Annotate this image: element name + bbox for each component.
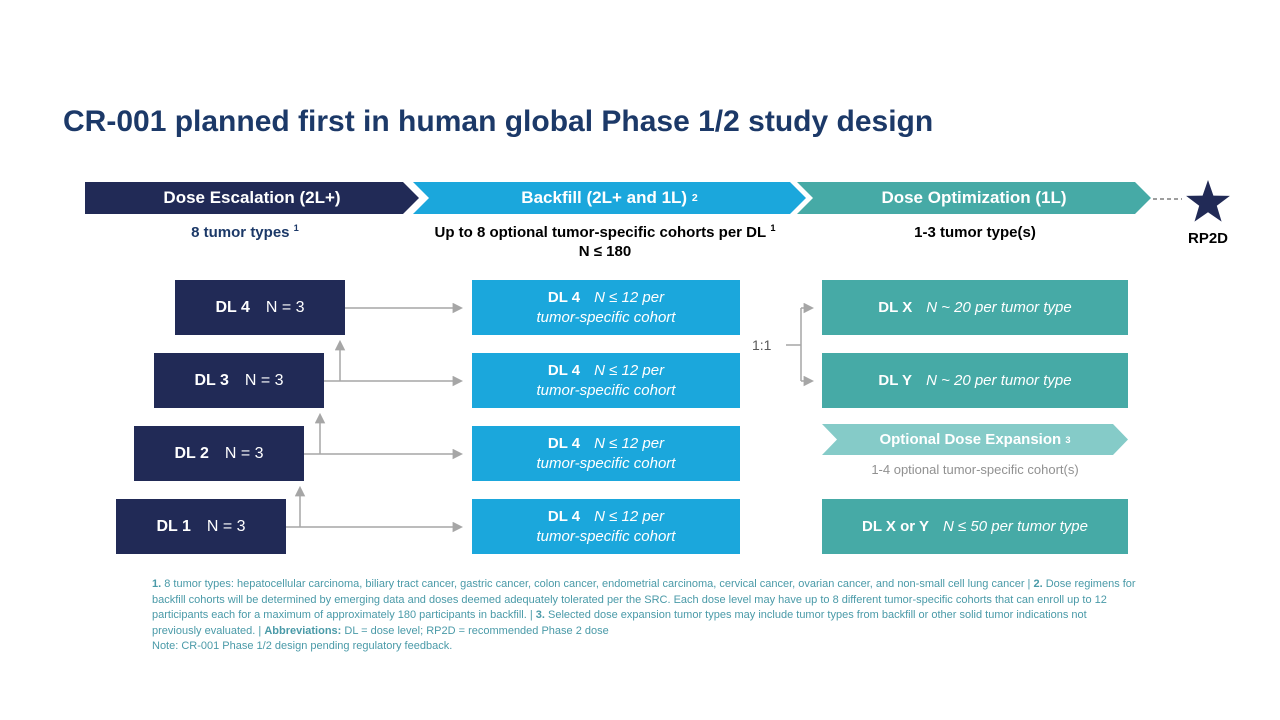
optimization-subtitle: 1-3 tumor type(s) bbox=[914, 224, 1036, 241]
escalation-subtitle: 8 tumor types 1 bbox=[85, 223, 405, 241]
phase-banner-dose-escalation: Dose Escalation (2L+) bbox=[85, 182, 419, 214]
optimization-box-dlx: DL X N ~ 20 per tumor type bbox=[822, 280, 1128, 335]
optimization-box-dlx-or-y: DL X or Y N ≤ 50 per tumor type bbox=[822, 499, 1128, 554]
backfill-box-3: DL 4 N ≤ 12 per tumor-specific cohort bbox=[472, 426, 740, 481]
expansion-banner-label: Optional Dose Expansion bbox=[879, 431, 1062, 448]
abbreviations-label: Abbreviations: bbox=[264, 624, 342, 637]
escalation-box-dl1: DL 1 N = 3 bbox=[116, 499, 286, 554]
backfill-subtitle-n: N ≤ 180 bbox=[578, 243, 632, 260]
backfill-box-2: DL 4 N ≤ 12 per tumor-specific cohort bbox=[472, 353, 740, 408]
cohort-label: tumor-specific cohort bbox=[536, 454, 676, 472]
optimization-box-dly: DL Y N ~ 20 per tumor type bbox=[822, 353, 1128, 408]
footnote-marker: 1 bbox=[770, 223, 776, 233]
dose-level-label: DL X or Y bbox=[862, 518, 929, 535]
footnote-marker: 1 bbox=[293, 223, 299, 233]
page-title: CR-001 planned first in human global Pha… bbox=[63, 105, 934, 138]
dose-level-label: DL 4 bbox=[547, 362, 581, 379]
cohort-label: tumor-specific cohort bbox=[536, 308, 676, 326]
n-label: N = 3 bbox=[265, 298, 305, 316]
dose-level-label: DL Y bbox=[878, 372, 913, 389]
dose-level-label: DL 1 bbox=[156, 517, 191, 535]
n-label: N ~ 20 per tumor type bbox=[926, 299, 1072, 316]
phase-banner-backfill: Backfill (2L+ and 1L) 2 bbox=[413, 182, 806, 214]
dose-level-label: DL 4 bbox=[547, 508, 581, 525]
abbreviations-text: DL = dose level; RP2D = recommended Phas… bbox=[341, 624, 609, 637]
n-label: N ≤ 12 per bbox=[594, 435, 665, 452]
footnote-2-text: Dose regimens for backfill cohorts will … bbox=[152, 578, 1136, 622]
footnote-3-text: Selected dose expansion tumor types may … bbox=[152, 609, 1087, 637]
dose-level-label: DL 3 bbox=[194, 371, 229, 389]
expansion-banner: Optional Dose Expansion 3 bbox=[822, 424, 1128, 455]
n-label: N ≤ 12 per bbox=[594, 362, 665, 379]
dose-level-label: DL 2 bbox=[174, 444, 209, 462]
phase-banner-label: Dose Escalation (2L+) bbox=[163, 188, 341, 207]
escalation-subtitle-text: 8 tumor types bbox=[191, 224, 290, 241]
cohort-label: tumor-specific cohort bbox=[536, 527, 676, 545]
footnote-1-text: 8 tumor types: hepatocellular carcinoma,… bbox=[161, 578, 1034, 590]
footnote-1-number: 1. bbox=[152, 578, 162, 590]
backfill-subtitle-text: Up to 8 optional tumor-specific cohorts … bbox=[434, 224, 767, 241]
n-label: N = 3 bbox=[206, 517, 246, 535]
backfill-subtitle: Up to 8 optional tumor-specific cohorts … bbox=[415, 223, 795, 260]
rp2d-label: RP2D bbox=[1187, 230, 1228, 247]
phase-banner-dose-optimization: Dose Optimization (1L) bbox=[797, 182, 1151, 214]
escalation-box-dl3: DL 3 N = 3 bbox=[154, 353, 324, 408]
dose-level-label: DL 4 bbox=[547, 435, 581, 452]
escalation-box-dl4: DL 4 N = 3 bbox=[175, 280, 345, 335]
n-label: N = 3 bbox=[224, 444, 264, 462]
n-label: N ~ 20 per tumor type bbox=[926, 372, 1072, 389]
backfill-box-1: DL 4 N ≤ 12 per tumor-specific cohort bbox=[472, 280, 740, 335]
expansion-note: 1-4 optional tumor-specific cohort(s) bbox=[871, 462, 1079, 477]
cohort-label: tumor-specific cohort bbox=[536, 381, 676, 399]
n-label: N = 3 bbox=[244, 371, 284, 389]
footnotes: 1. 8 tumor types: hepatocellular carcino… bbox=[152, 577, 1137, 655]
randomization-ratio-label: 1:1 bbox=[752, 337, 772, 353]
regulatory-note: Note: CR-001 Phase 1/2 design pending re… bbox=[152, 640, 453, 653]
escalation-box-dl2: DL 2 N = 3 bbox=[134, 426, 304, 481]
n-label: N ≤ 50 per tumor type bbox=[943, 518, 1088, 535]
dose-level-label: DL 4 bbox=[547, 289, 581, 306]
n-label: N ≤ 12 per bbox=[594, 508, 665, 525]
backfill-box-4: DL 4 N ≤ 12 per tumor-specific cohort bbox=[472, 499, 740, 554]
phase-banner-label: Dose Optimization (1L) bbox=[881, 188, 1067, 207]
dose-level-label: DL X bbox=[878, 299, 913, 316]
footnote-2-number: 2. bbox=[1033, 578, 1043, 590]
n-label: N ≤ 12 per bbox=[594, 289, 665, 306]
phase-banner-label: Backfill (2L+ and 1L) bbox=[521, 188, 688, 207]
dose-level-label: DL 4 bbox=[215, 298, 250, 316]
footnote-3-number: 3. bbox=[535, 609, 545, 622]
